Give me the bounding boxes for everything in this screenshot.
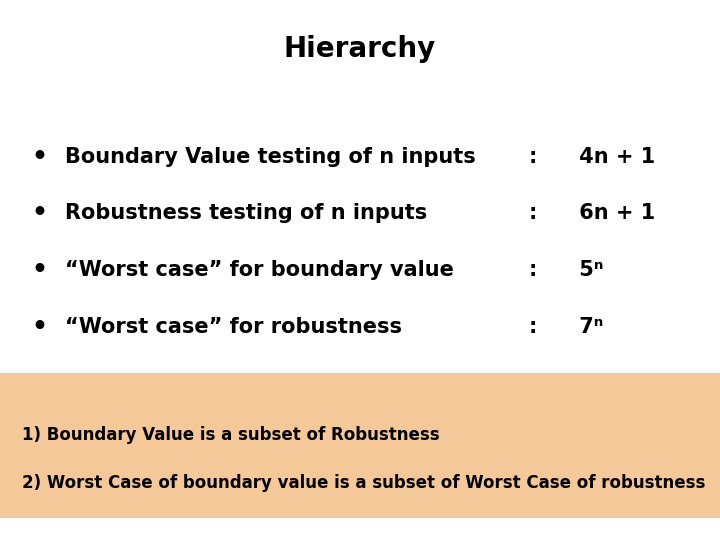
Text: :: : — [528, 146, 537, 167]
Text: Hierarchy: Hierarchy — [284, 35, 436, 63]
Text: •: • — [32, 145, 48, 168]
Text: :: : — [528, 316, 537, 337]
Text: 1) Boundary Value is a subset of Robustness: 1) Boundary Value is a subset of Robustn… — [22, 426, 439, 444]
Text: 7ⁿ: 7ⁿ — [572, 316, 603, 337]
Text: Boundary Value testing of n inputs: Boundary Value testing of n inputs — [65, 146, 475, 167]
Text: 4n + 1: 4n + 1 — [572, 146, 656, 167]
Text: “Worst case” for boundary value: “Worst case” for boundary value — [65, 260, 454, 280]
Text: •: • — [32, 258, 48, 282]
Text: 6n + 1: 6n + 1 — [572, 203, 656, 224]
Text: :: : — [528, 203, 537, 224]
Text: “Worst case” for robustness: “Worst case” for robustness — [65, 316, 402, 337]
Text: •: • — [32, 201, 48, 225]
FancyBboxPatch shape — [0, 373, 720, 518]
Text: 2) Worst Case of boundary value is a subset of Worst Case of robustness: 2) Worst Case of boundary value is a sub… — [22, 474, 705, 492]
Text: Robustness testing of n inputs: Robustness testing of n inputs — [65, 203, 427, 224]
Text: 5ⁿ: 5ⁿ — [572, 260, 604, 280]
Text: :: : — [528, 260, 537, 280]
Text: •: • — [32, 315, 48, 339]
